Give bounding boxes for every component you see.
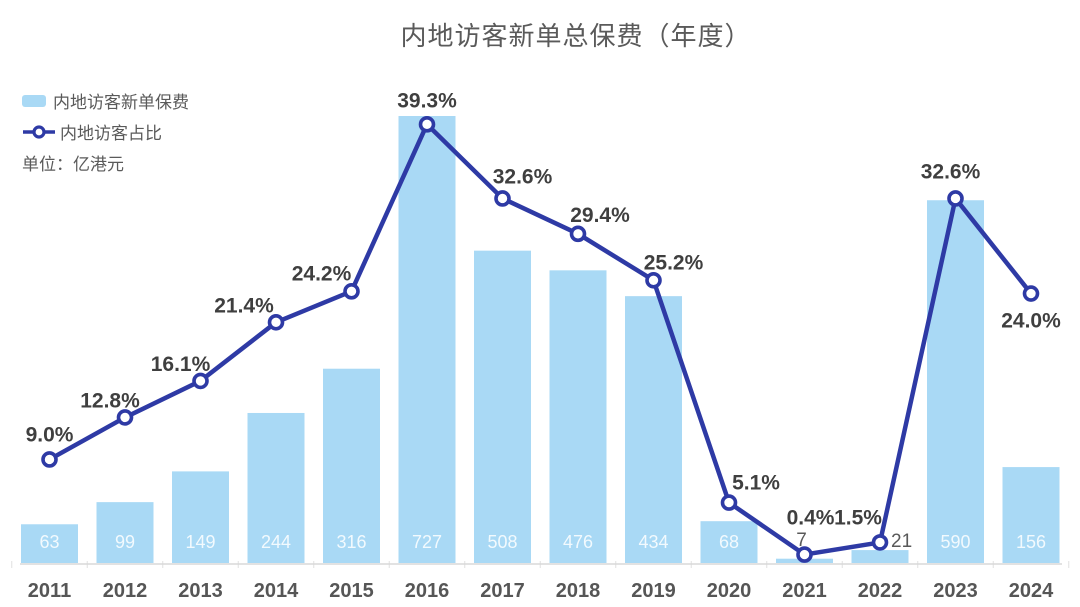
bar-value-label-2022: 21 (891, 531, 912, 552)
marker-2019 (645, 271, 662, 289)
legend-label-premium: 内地访客新单保费 (53, 93, 189, 112)
bar-2022 (851, 550, 909, 563)
x-axis-label-2013: 2013 (178, 580, 223, 602)
x-axis-label-2017: 2017 (480, 580, 525, 602)
x-axis-label-2024: 2024 (1009, 580, 1054, 602)
bar-2024 (1002, 467, 1060, 563)
marker-2011 (41, 451, 58, 468)
pct-label-2024: 24.0% (1001, 310, 1061, 333)
bar-value-label-2019: 434 (638, 532, 668, 552)
x-axis-label-2020: 2020 (707, 580, 752, 602)
bar-series-swatch-icon (22, 94, 46, 107)
x-axis-label-2022: 2022 (858, 580, 903, 602)
bar-2023 (927, 200, 984, 563)
pct-label-2014: 21.4% (214, 294, 274, 317)
pct-label-2019: 25.2% (644, 251, 704, 274)
bar-value-label-2011: 63 (39, 532, 59, 552)
bar-value-label-2014: 244 (261, 532, 291, 552)
legend-item-premium-bar: 内地访客新单保费 (22, 85, 189, 116)
pct-label-2017: 32.6% (493, 165, 553, 188)
bar-2017 (474, 250, 531, 563)
bar-value-label-2012: 99 (115, 532, 135, 552)
bar-2011 (21, 524, 78, 563)
bar-value-label-2017: 508 (487, 532, 517, 552)
marker-2024 (1022, 285, 1040, 302)
pct-label-2015: 24.2% (292, 262, 352, 285)
x-axis-label-2016: 2016 (405, 580, 450, 602)
chart-title: 内地访客新单总保费（年度） (400, 21, 752, 51)
marker-2023 (947, 190, 964, 207)
unit-label: 单位：亿港元 (22, 155, 124, 174)
marker-2013 (192, 372, 209, 390)
pct-label-2016: 39.3% (397, 89, 457, 112)
bar-value-label-2024: 156 (1016, 532, 1046, 552)
marker-2015 (343, 283, 360, 300)
bar-2015 (323, 368, 380, 563)
marker-2016 (418, 116, 436, 133)
bar-2014 (247, 412, 305, 563)
bar-2020 (700, 521, 758, 563)
share-line (47, 122, 1034, 557)
pct-label-2013: 16.1% (151, 353, 211, 376)
line-series-marker-icon (22, 124, 56, 140)
legend: 内地访客新单保费 内地访客占比 单位：亿港元 (22, 85, 189, 178)
marker-2014 (267, 314, 285, 331)
x-axis-label-2019: 2019 (631, 580, 676, 602)
marker-2017 (494, 190, 511, 207)
pct-label-2022: 1.5% (834, 506, 882, 529)
bar-value-label-2020: 68 (719, 532, 739, 552)
bar-value-label-2021: 7 (796, 530, 807, 551)
pct-label-2018: 29.4% (570, 204, 630, 227)
bar-value-label-2023: 590 (940, 532, 970, 552)
marker-2018 (569, 225, 587, 243)
marker-2022 (871, 534, 889, 551)
pct-label-2011: 9.0% (26, 423, 74, 446)
x-axis-label-2018: 2018 (556, 580, 601, 602)
x-axis-label-2012: 2012 (103, 580, 148, 602)
bar-value-label-2015: 316 (336, 532, 366, 552)
bar-value-label-2018: 476 (563, 532, 593, 552)
marker-2012 (116, 409, 134, 426)
pct-label-2020: 5.1% (732, 472, 780, 495)
x-axis-label-2021: 2021 (782, 580, 827, 602)
bar-value-label-2013: 149 (185, 532, 215, 552)
bar-value-label-2016: 727 (412, 532, 442, 552)
pct-label-2023: 32.6% (921, 160, 981, 183)
x-axis-label-2023: 2023 (933, 580, 978, 602)
legend-label-share: 内地访客占比 (60, 124, 162, 143)
bar-2016 (398, 116, 456, 563)
legend-item-share-line: 内地访客占比 (22, 116, 189, 147)
x-axis-label-2011: 2011 (28, 580, 71, 602)
x-axis-label-2015: 2015 (329, 580, 374, 602)
bar-2013 (172, 471, 229, 563)
marker-2020 (720, 494, 738, 511)
marker-2021 (796, 546, 813, 563)
bar-2012 (96, 502, 154, 563)
x-axis-label-2014: 2014 (254, 580, 299, 602)
bar-2018 (549, 270, 607, 563)
pct-label-2021: 0.4% (787, 507, 835, 530)
pct-label-2012: 12.8% (80, 389, 140, 412)
